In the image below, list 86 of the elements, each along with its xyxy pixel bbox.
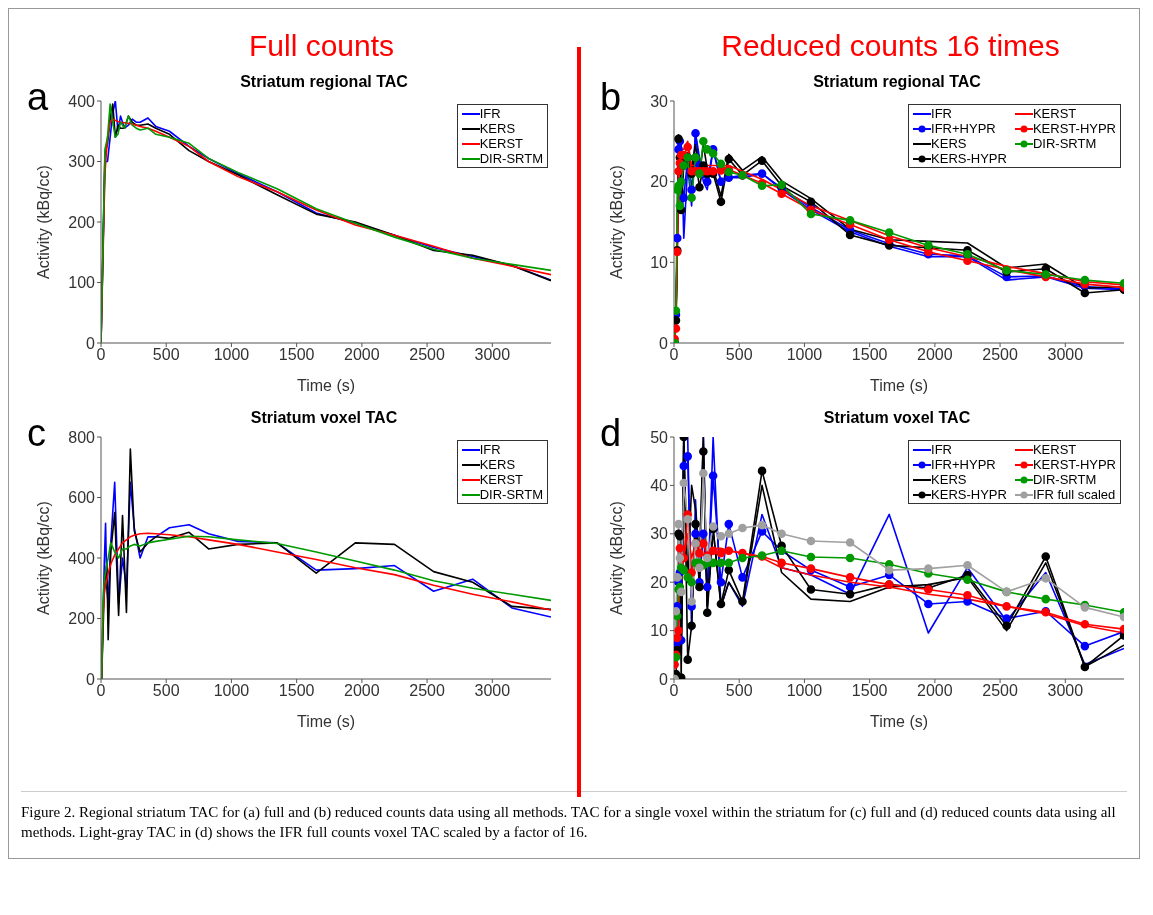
legend-label: DIR-SRTM xyxy=(479,487,543,502)
text: c xyxy=(27,412,46,454)
chart-title: Striatum voxel TAC xyxy=(823,409,971,426)
x-tick-label: 3000 xyxy=(474,682,511,700)
y-tick-label: 300 xyxy=(68,153,96,171)
x-tick-label: 2000 xyxy=(344,682,380,700)
y-tick-label: 0 xyxy=(86,670,96,688)
text: Full counts xyxy=(247,29,396,64)
x-tick-label: 1000 xyxy=(786,346,823,364)
text: a xyxy=(27,76,49,118)
x-tick-label: 1000 xyxy=(786,682,823,700)
legend-label: KERS xyxy=(479,457,516,472)
x-tick-label: 500 xyxy=(725,346,753,364)
y-tick-label: 200 xyxy=(68,610,96,628)
legend-label: IFR xyxy=(479,442,501,457)
x-tick-label: 500 xyxy=(725,682,753,700)
x-axis-title: Time (s) xyxy=(869,377,929,394)
y-axis-title: Activity (kBq/cc) xyxy=(34,501,52,615)
x-tick-label: 1500 xyxy=(278,682,315,700)
legend-label: KERS-HYPR xyxy=(931,151,1007,166)
legend-label: KERST xyxy=(1032,106,1077,121)
x-tick-label: 2000 xyxy=(917,346,953,364)
legend-label: IFR xyxy=(931,442,953,457)
legend-label: IFR xyxy=(931,106,953,121)
y-tick-label: 200 xyxy=(68,213,96,231)
chart-title: Striatum regional TAC xyxy=(813,73,981,90)
y-tick-label: 40 xyxy=(650,477,669,495)
chart-title: Striatum regional TAC xyxy=(240,73,408,90)
legend-label: KERST xyxy=(479,472,524,487)
y-tick-label: 0 xyxy=(86,334,96,352)
legend-label: DIR-SRTM xyxy=(1032,472,1097,487)
chart-title: Striatum voxel TAC xyxy=(250,409,398,426)
y-tick-label: 30 xyxy=(650,525,669,543)
legend-label: DIR-SRTM xyxy=(479,151,543,166)
y-tick-label: 20 xyxy=(650,573,669,591)
legend-label: KERST-HYPR xyxy=(1032,457,1116,472)
text: d xyxy=(600,412,622,454)
legend-label: IFR xyxy=(479,106,501,121)
y-axis-title: Activity (kBq/cc) xyxy=(34,165,52,279)
x-axis-title: Time (s) xyxy=(296,713,356,730)
legend-label: KERST xyxy=(1032,442,1077,457)
y-tick-label: 30 xyxy=(650,92,669,110)
legend-label: IFR+HYPR xyxy=(931,121,996,136)
legend-label: KERST xyxy=(479,136,524,151)
text: b xyxy=(600,76,622,118)
y-tick-label: 100 xyxy=(68,274,96,292)
x-tick-label: 1000 xyxy=(213,682,250,700)
y-tick-label: 20 xyxy=(650,173,669,191)
x-tick-label: 1500 xyxy=(851,682,888,700)
caption: Figure 2. Regional striatum TAC for (a) full and (b) reduced counts data using all methods. TAC for a single voxel within the striatum for (c) full and (d) reduced counts data using all methods. Light-gray TAC in (d) shows the IFR full counts voxel TAC scaled by a factor of 16. xyxy=(21,791,1127,842)
x-tick-label: 1000 xyxy=(213,346,250,364)
y-tick-label: 10 xyxy=(650,254,669,272)
legend-label: KERS xyxy=(931,472,967,487)
y-axis-title: Activity (kBq/cc) xyxy=(607,165,625,279)
legend-label: DIR-SRTM xyxy=(1032,136,1097,151)
y-tick-label: 600 xyxy=(68,489,96,507)
legend-label: IFR full scaled xyxy=(1032,487,1116,502)
x-tick-label: 2500 xyxy=(409,346,445,364)
x-tick-label: 2500 xyxy=(982,682,1018,700)
y-tick-label: 0 xyxy=(659,334,669,352)
x-axis-title: Time (s) xyxy=(296,377,356,394)
text: Reduced counts 16 times xyxy=(720,29,1061,64)
y-tick-label: 0 xyxy=(659,670,669,688)
x-tick-label: 2000 xyxy=(344,346,380,364)
x-axis-title: Time (s) xyxy=(869,713,929,730)
x-tick-label: 3000 xyxy=(474,346,511,364)
x-tick-label: 500 xyxy=(152,682,180,700)
legend-label: KERS xyxy=(931,136,967,151)
legend-label: KERST-HYPR xyxy=(1032,121,1116,136)
y-tick-label: 800 xyxy=(68,428,96,446)
y-axis-title: Activity (kBq/cc) xyxy=(607,501,625,615)
x-tick-label: 1500 xyxy=(278,346,315,364)
x-tick-label: 500 xyxy=(152,346,180,364)
x-tick-label: 3000 xyxy=(1047,346,1084,364)
legend-label: IFR+HYPR xyxy=(931,457,996,472)
legend-label: KERS xyxy=(479,121,516,136)
x-tick-label: 2000 xyxy=(917,682,953,700)
x-tick-label: 1500 xyxy=(851,346,888,364)
x-tick-label: 2500 xyxy=(409,682,445,700)
y-tick-label: 10 xyxy=(650,622,669,640)
y-tick-label: 400 xyxy=(68,549,96,567)
y-tick-label: 50 xyxy=(650,428,669,446)
y-tick-label: 400 xyxy=(68,92,96,110)
legend-label: KERS-HYPR xyxy=(931,487,1007,502)
x-tick-label: 3000 xyxy=(1047,682,1084,700)
x-tick-label: 2500 xyxy=(982,346,1018,364)
